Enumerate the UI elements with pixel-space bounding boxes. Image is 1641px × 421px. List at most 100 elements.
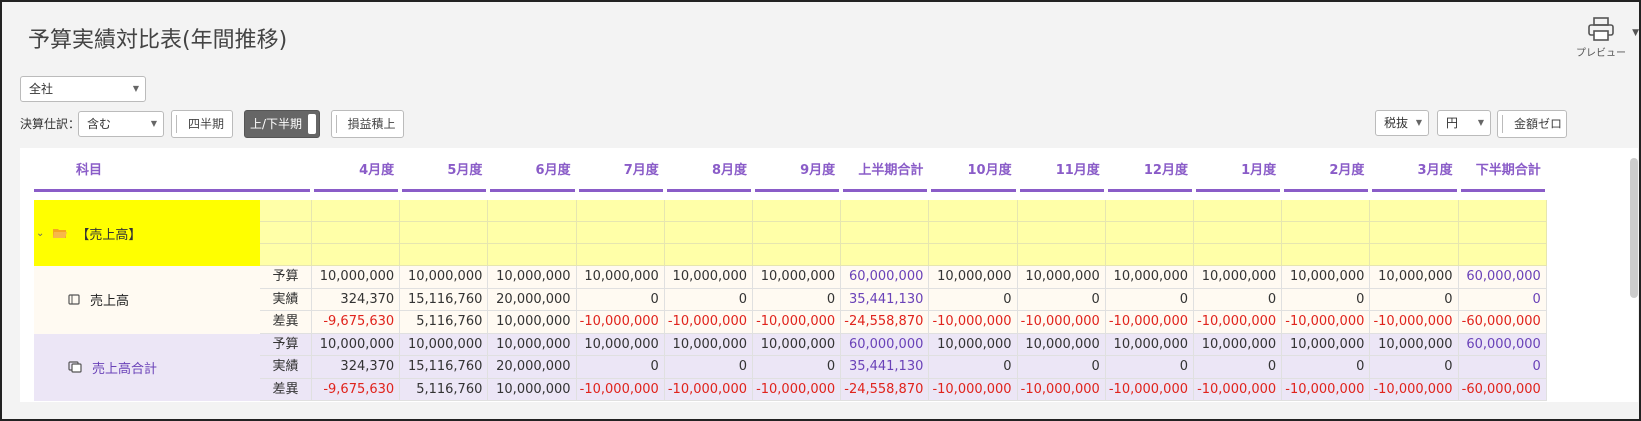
- table-cell: -9,675,630: [312, 311, 401, 334]
- table-cell: 0: [1017, 356, 1106, 379]
- table-cell: 10,000,000: [664, 266, 753, 289]
- column-header-month[interactable]: 5月度: [447, 163, 483, 178]
- table-cell: 0: [1458, 356, 1547, 379]
- zero-amount-button[interactable]: 金額ゼロ: [1497, 110, 1567, 138]
- group-cell: [1105, 244, 1194, 266]
- table-cell: 10,000,000: [1282, 266, 1371, 289]
- table-cell: 0: [929, 356, 1018, 379]
- group-cell: [1282, 222, 1371, 244]
- group-cell: [488, 244, 577, 266]
- column-header-month[interactable]: 9月度: [800, 163, 836, 178]
- table-cell: 0: [1458, 288, 1547, 311]
- column-header-month[interactable]: 下半期合計: [1475, 163, 1541, 178]
- group-cell: [753, 222, 842, 244]
- group-cell: [260, 222, 312, 244]
- table-cell: 0: [753, 356, 842, 379]
- group-cell: [664, 200, 753, 222]
- half-year-button[interactable]: 上/下半期: [244, 110, 320, 138]
- zero-amount-button-label: 金額ゼロ: [1513, 117, 1562, 131]
- header-underline: [314, 189, 399, 192]
- unit-select[interactable]: 円 ▼: [1437, 110, 1491, 136]
- table-cell: -10,000,000: [1017, 311, 1106, 334]
- group-cell: [753, 244, 842, 266]
- vertical-scrollbar[interactable]: [1630, 158, 1638, 298]
- group-cell: [1105, 200, 1194, 222]
- group-cell: [1194, 244, 1283, 266]
- caret-down-icon[interactable]: ▼: [1632, 28, 1639, 38]
- column-header-month[interactable]: 11月度: [1055, 163, 1100, 178]
- page-title: 予算実績対比表(年間推移): [28, 28, 288, 53]
- group-cell: [576, 244, 665, 266]
- column-header-month[interactable]: 7月度: [623, 163, 659, 178]
- row-label[interactable]: 売上高合計: [68, 334, 157, 402]
- budget-table: 科目 4月度 5月度 6月度 7月度 8月度 9月度 上半期合計 10月度 11月度 12月度 1月度…: [20, 148, 1638, 402]
- table-cell: 0: [1370, 288, 1459, 311]
- group-cell: [1370, 200, 1459, 222]
- column-header-month[interactable]: 上半期合計: [858, 163, 924, 178]
- table-cell: 0: [1105, 288, 1194, 311]
- table-cell: 0: [1194, 356, 1283, 379]
- group-cell: [664, 222, 753, 244]
- group-row-name-bg: [34, 200, 260, 266]
- button-divider: [336, 115, 337, 133]
- group-cell: [312, 222, 401, 244]
- table-cell: 10,000,000: [576, 266, 665, 289]
- table-cell: 10,000,000: [1194, 266, 1283, 289]
- row-name: 売上高合計: [92, 361, 158, 377]
- column-header-month[interactable]: 4月度: [359, 163, 395, 178]
- group-cell: [664, 244, 753, 266]
- table-cell: -10,000,000: [1017, 378, 1106, 401]
- table-cell: 10,000,000: [1282, 333, 1371, 356]
- table-cell: 5,116,760: [400, 378, 489, 401]
- toggle-indicator: [308, 114, 316, 134]
- header-underline: [1196, 189, 1281, 192]
- preview-label: プレビュー: [1576, 48, 1626, 59]
- preview-button[interactable]: プレビュー ▼: [1571, 16, 1639, 59]
- column-header-month[interactable]: 3月度: [1417, 163, 1453, 178]
- column-header-month[interactable]: 10月度: [967, 163, 1012, 178]
- group-cell: [1017, 200, 1106, 222]
- table-cell: 10,000,000: [576, 333, 665, 356]
- column-header-month[interactable]: 2月度: [1329, 163, 1365, 178]
- button-divider: [176, 115, 177, 133]
- column-header-subject[interactable]: 科目: [76, 163, 103, 178]
- settle-select[interactable]: 含む ▼: [78, 111, 164, 137]
- table-cell: -10,000,000: [753, 311, 842, 334]
- group-row-label[interactable]: ⌄ 【売上高】: [36, 200, 141, 266]
- table-cell: -10,000,000: [576, 378, 665, 401]
- table-cell: 20,000,000: [488, 288, 577, 311]
- table-cell: 10,000,000: [400, 266, 489, 289]
- row-background: [34, 266, 1547, 334]
- header-underline: [578, 189, 663, 192]
- profit-stack-button[interactable]: 損益積上: [331, 110, 404, 138]
- group-cell: [1194, 222, 1283, 244]
- unit-select-value: 円: [1446, 116, 1459, 130]
- company-select[interactable]: 全社 ▼: [20, 76, 146, 102]
- column-header-month[interactable]: 12月度: [1143, 163, 1188, 178]
- line-type-label: 実績: [260, 288, 312, 311]
- header-underline: [1107, 189, 1192, 192]
- table-cell: -10,000,000: [929, 311, 1018, 334]
- chevron-down-icon: ▼: [132, 84, 139, 93]
- group-cell: [753, 200, 842, 222]
- group-cell: [488, 222, 577, 244]
- table-cell: 10,000,000: [488, 333, 577, 356]
- table-cell: 35,441,130: [841, 356, 930, 379]
- quarter-button[interactable]: 四半期: [171, 110, 233, 138]
- column-header-month[interactable]: 1月度: [1241, 163, 1277, 178]
- table-cell: -10,000,000: [1105, 311, 1194, 334]
- row-label[interactable]: 売上高: [68, 266, 129, 334]
- header-underline: [1460, 189, 1545, 192]
- group-cell: [1458, 244, 1547, 266]
- table-cell: 5,116,760: [400, 311, 489, 334]
- column-header-month[interactable]: 8月度: [711, 163, 747, 178]
- group-cell: [312, 200, 401, 222]
- table-cell: 10,000,000: [753, 333, 842, 356]
- tax-select[interactable]: 税抜 ▼: [1375, 110, 1429, 136]
- table-cell: -10,000,000: [1370, 311, 1459, 334]
- profit-stack-button-label: 損益積上: [347, 117, 396, 131]
- column-header-month[interactable]: 6月度: [535, 163, 571, 178]
- chevron-down-icon: ▼: [1477, 118, 1484, 127]
- table-cell: -10,000,000: [1194, 311, 1283, 334]
- chevron-down-icon[interactable]: ⌄: [36, 227, 45, 239]
